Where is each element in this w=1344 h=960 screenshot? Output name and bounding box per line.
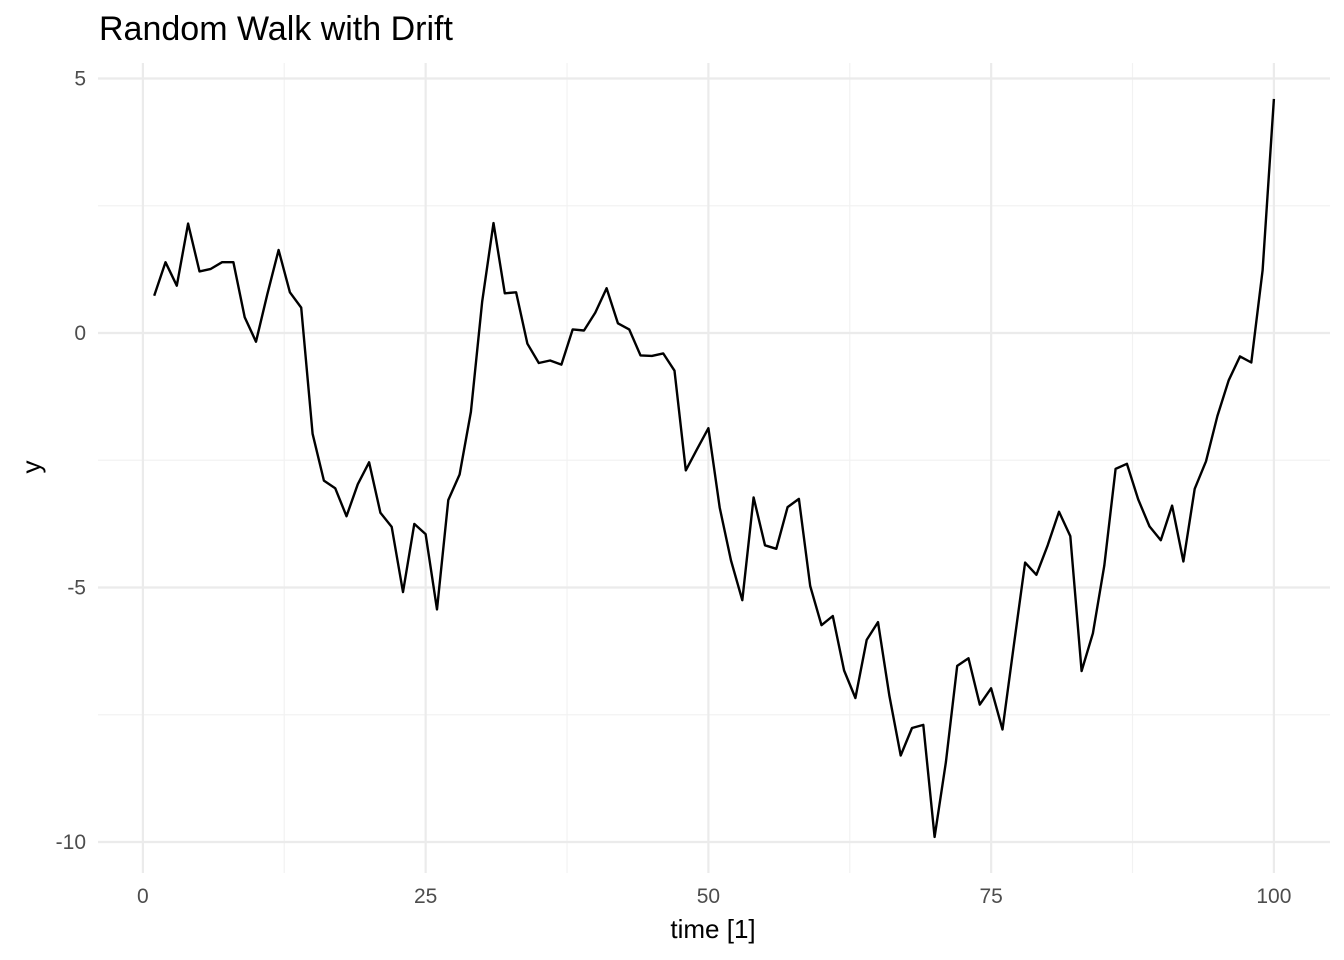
series-line xyxy=(153,98,1276,839)
y-axis-title: y xyxy=(16,461,46,474)
y-tick-label: 5 xyxy=(74,68,86,91)
x-axis-ticks: 0 25 50 75 100 xyxy=(137,885,1291,908)
y-axis-ticks: 5 0 -5 -10 xyxy=(56,68,86,855)
x-axis-title: time [1] xyxy=(670,914,755,944)
x-tick-label: 100 xyxy=(1256,885,1291,908)
x-tick-label: 50 xyxy=(697,885,720,908)
y-tick-label: -5 xyxy=(67,577,86,600)
series-group xyxy=(153,98,1276,839)
x-tick-label: 0 xyxy=(137,885,149,908)
y-tick-label: -10 xyxy=(56,831,86,854)
chart-title: Random Walk with Drift xyxy=(99,10,453,48)
y-tick-label: 0 xyxy=(74,322,86,345)
x-tick-label: 75 xyxy=(979,885,1002,908)
x-tick-label: 25 xyxy=(414,885,437,908)
